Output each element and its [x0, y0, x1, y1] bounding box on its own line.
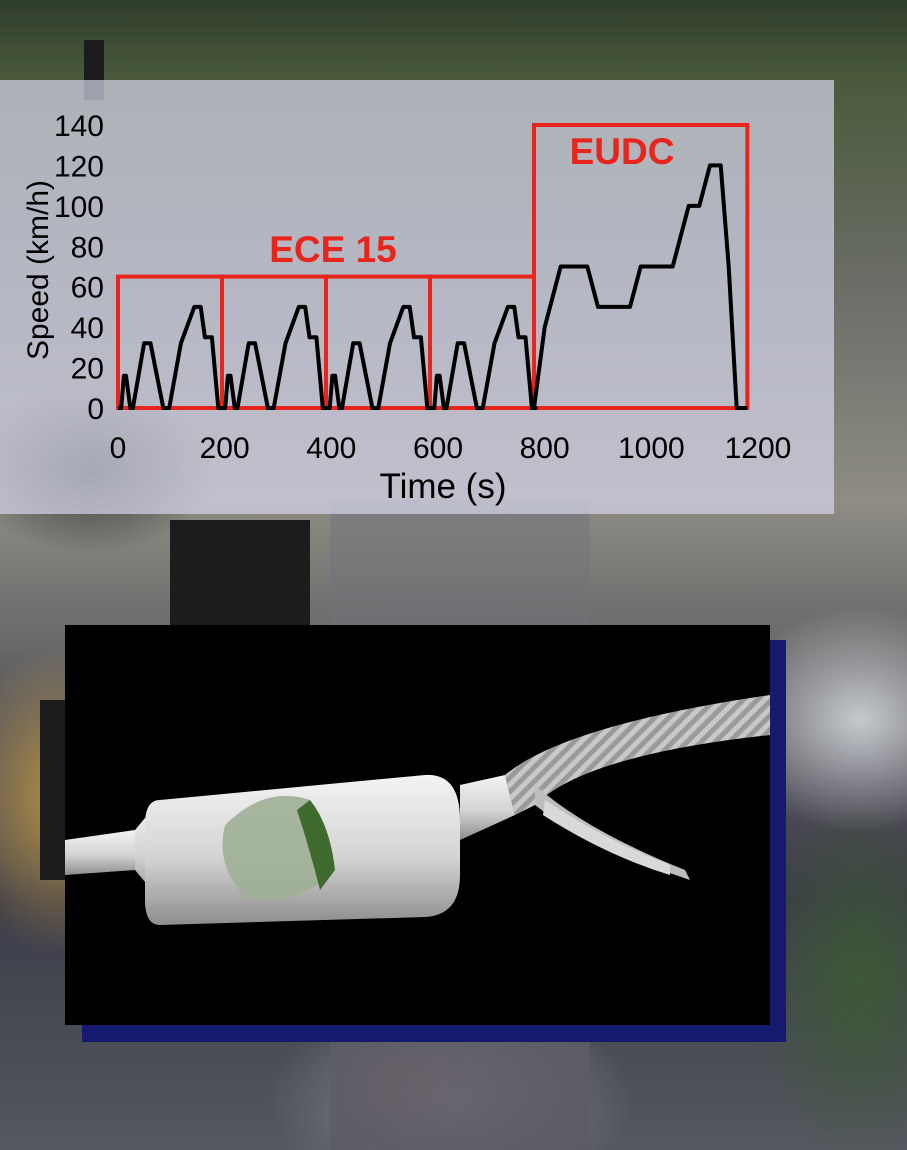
- series-line: [118, 163, 748, 410]
- y-axis-label: Speed (km/h): [22, 180, 55, 360]
- x-tick-label: 0: [110, 432, 127, 465]
- ece15-label: ECE 15: [269, 229, 397, 270]
- y-tick-label: 20: [71, 353, 104, 386]
- y-tick-label: 80: [71, 231, 104, 264]
- phase-box: [428, 274, 536, 410]
- x-axis-label: Time (s): [379, 467, 506, 506]
- smokestack: [170, 520, 310, 630]
- y-tick-label: 40: [71, 312, 104, 345]
- phase-box: [116, 274, 224, 410]
- catalytic-converter-image: [65, 625, 770, 1025]
- y-tick-label: 120: [54, 150, 104, 183]
- y-tick-label: 140: [54, 110, 104, 143]
- y-tick-label: 100: [54, 191, 104, 224]
- x-tick-label: 200: [200, 432, 250, 465]
- x-tick-label: 600: [413, 432, 463, 465]
- phase-box: [532, 123, 750, 410]
- converter-illustration: [65, 695, 770, 925]
- phase-box: [220, 274, 328, 410]
- y-tick-label: 0: [87, 393, 104, 426]
- phase-box: [324, 274, 432, 410]
- x-tick-label: 400: [306, 432, 356, 465]
- x-tick-label: 1000: [618, 432, 685, 465]
- y-tick-label: 60: [71, 272, 104, 305]
- eudc-label: EUDC: [570, 131, 675, 172]
- x-tick-label: 800: [520, 432, 570, 465]
- x-tick-label: 1200: [725, 432, 792, 465]
- drive-cycle-chart: 0 20 40 60 80 100 120 140 0 200 400 600 800 1000 1200…: [0, 80, 834, 514]
